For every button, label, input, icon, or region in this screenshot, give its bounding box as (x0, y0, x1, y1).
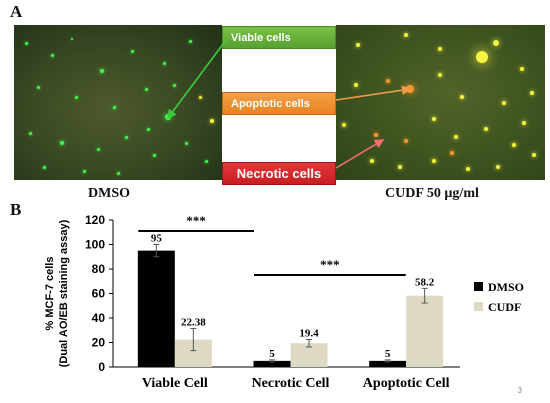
fluorescent-cell (184, 141, 188, 145)
fluorescent-cell (496, 165, 500, 169)
data-label: 19.4 (299, 328, 319, 340)
fluorescent-cell (484, 127, 488, 131)
fluorescent-cell (386, 79, 390, 83)
fluorescent-cell (493, 40, 499, 46)
fluorescent-cell (512, 143, 516, 147)
fluorescent-cell (374, 133, 378, 137)
fluorescent-cell (432, 159, 436, 163)
panel-b-label: B (10, 200, 22, 219)
fluorescent-cell (476, 51, 488, 63)
y-tick-label: 60 (92, 287, 106, 301)
cudf-micrograph (336, 25, 545, 180)
x-category-label: Viable Cell (142, 376, 208, 391)
y-tick-label: 120 (85, 213, 105, 227)
fluorescent-cell (100, 69, 104, 73)
apoptotic-cells-callout: Apoptotic cells (222, 92, 336, 115)
fluorescent-cell (204, 159, 208, 163)
y-tick-label: 40 (92, 311, 106, 325)
bar-cudf (290, 343, 328, 367)
fluorescent-cell (28, 131, 32, 135)
fluorescent-cell (144, 87, 148, 91)
fluorescent-cell (530, 91, 534, 95)
fluorescent-cell (146, 127, 150, 131)
fluorescent-cell (520, 67, 524, 71)
fluorescent-cell (74, 95, 78, 99)
necrotic-cells-callout: Necrotic cells (222, 162, 336, 185)
fluorescent-cell (24, 41, 28, 45)
y-tick-label: 0 (98, 360, 105, 374)
fluorescent-cell (398, 165, 402, 169)
fluorescent-cell (96, 147, 100, 151)
fluorescent-cell (210, 119, 214, 123)
data-label: 5 (269, 348, 275, 360)
fluorescent-cell (50, 53, 54, 57)
y-axis-label: % MCF-7 cells (44, 257, 56, 331)
fluorescent-cell (356, 43, 360, 47)
legend-swatch-dmso (474, 282, 483, 291)
dmso-image-label: DMSO (88, 186, 130, 201)
fluorescent-cell (432, 117, 436, 121)
panel-a-label: A (10, 2, 23, 21)
fluorescent-cell (130, 49, 134, 53)
fluorescent-cell (342, 123, 346, 127)
significance-label: *** (186, 213, 206, 228)
y-tick-label: 20 (92, 336, 106, 350)
fluorescent-cell (438, 73, 442, 77)
fluorescent-cell (152, 153, 156, 157)
x-category-label: Necrotic Cell (252, 376, 330, 391)
fluorescent-cell (354, 83, 358, 87)
bar-cudf (406, 295, 444, 367)
data-label: 58.2 (415, 276, 435, 288)
fluorescent-cell (454, 135, 458, 139)
fluorescent-cell (42, 165, 46, 169)
x-category-label: Apoptotic Cell (363, 376, 450, 391)
legend-label-cudf: CUDF (488, 300, 521, 314)
fluorescent-cell (522, 121, 526, 125)
bar-dmso (369, 360, 407, 367)
fluorescent-cell (460, 95, 464, 99)
significance-label: *** (320, 257, 340, 272)
y-tick-label: 100 (85, 238, 105, 252)
y-axis-label-secondary: (Dual AO/EB staining assay) (58, 219, 70, 367)
slide-number: 3 (517, 386, 522, 395)
fluorescent-cell (36, 85, 40, 89)
fluorescent-cell (70, 37, 74, 41)
fluorescent-cell (466, 167, 470, 171)
fluorescent-cell (404, 139, 408, 143)
fluorescent-cell (112, 105, 116, 109)
fluorescent-cell (162, 61, 166, 65)
data-label: 95 (151, 233, 163, 245)
legend-label-dmso: DMSO (488, 280, 524, 294)
fluorescent-cell (404, 33, 408, 37)
fluorescent-cell (502, 101, 506, 105)
fluorescent-cell (450, 151, 454, 155)
bar-dmso (253, 360, 291, 367)
fluorescent-cell (60, 141, 64, 145)
y-tick-label: 80 (92, 262, 106, 276)
data-label: 5 (385, 348, 391, 360)
legend-swatch-cudf (474, 302, 483, 311)
fluorescent-cell (82, 169, 86, 173)
cudf-image-label: CUDF 50 µg/ml (385, 186, 479, 201)
data-label: 22.38 (181, 317, 206, 329)
fluorescent-cell (438, 47, 442, 51)
bar-dmso (137, 250, 175, 367)
fluorescent-cell (124, 135, 128, 139)
fluorescent-cell (116, 171, 120, 175)
viable-cells-callout: Viable cells (222, 26, 336, 49)
fluorescent-cell (532, 153, 536, 157)
